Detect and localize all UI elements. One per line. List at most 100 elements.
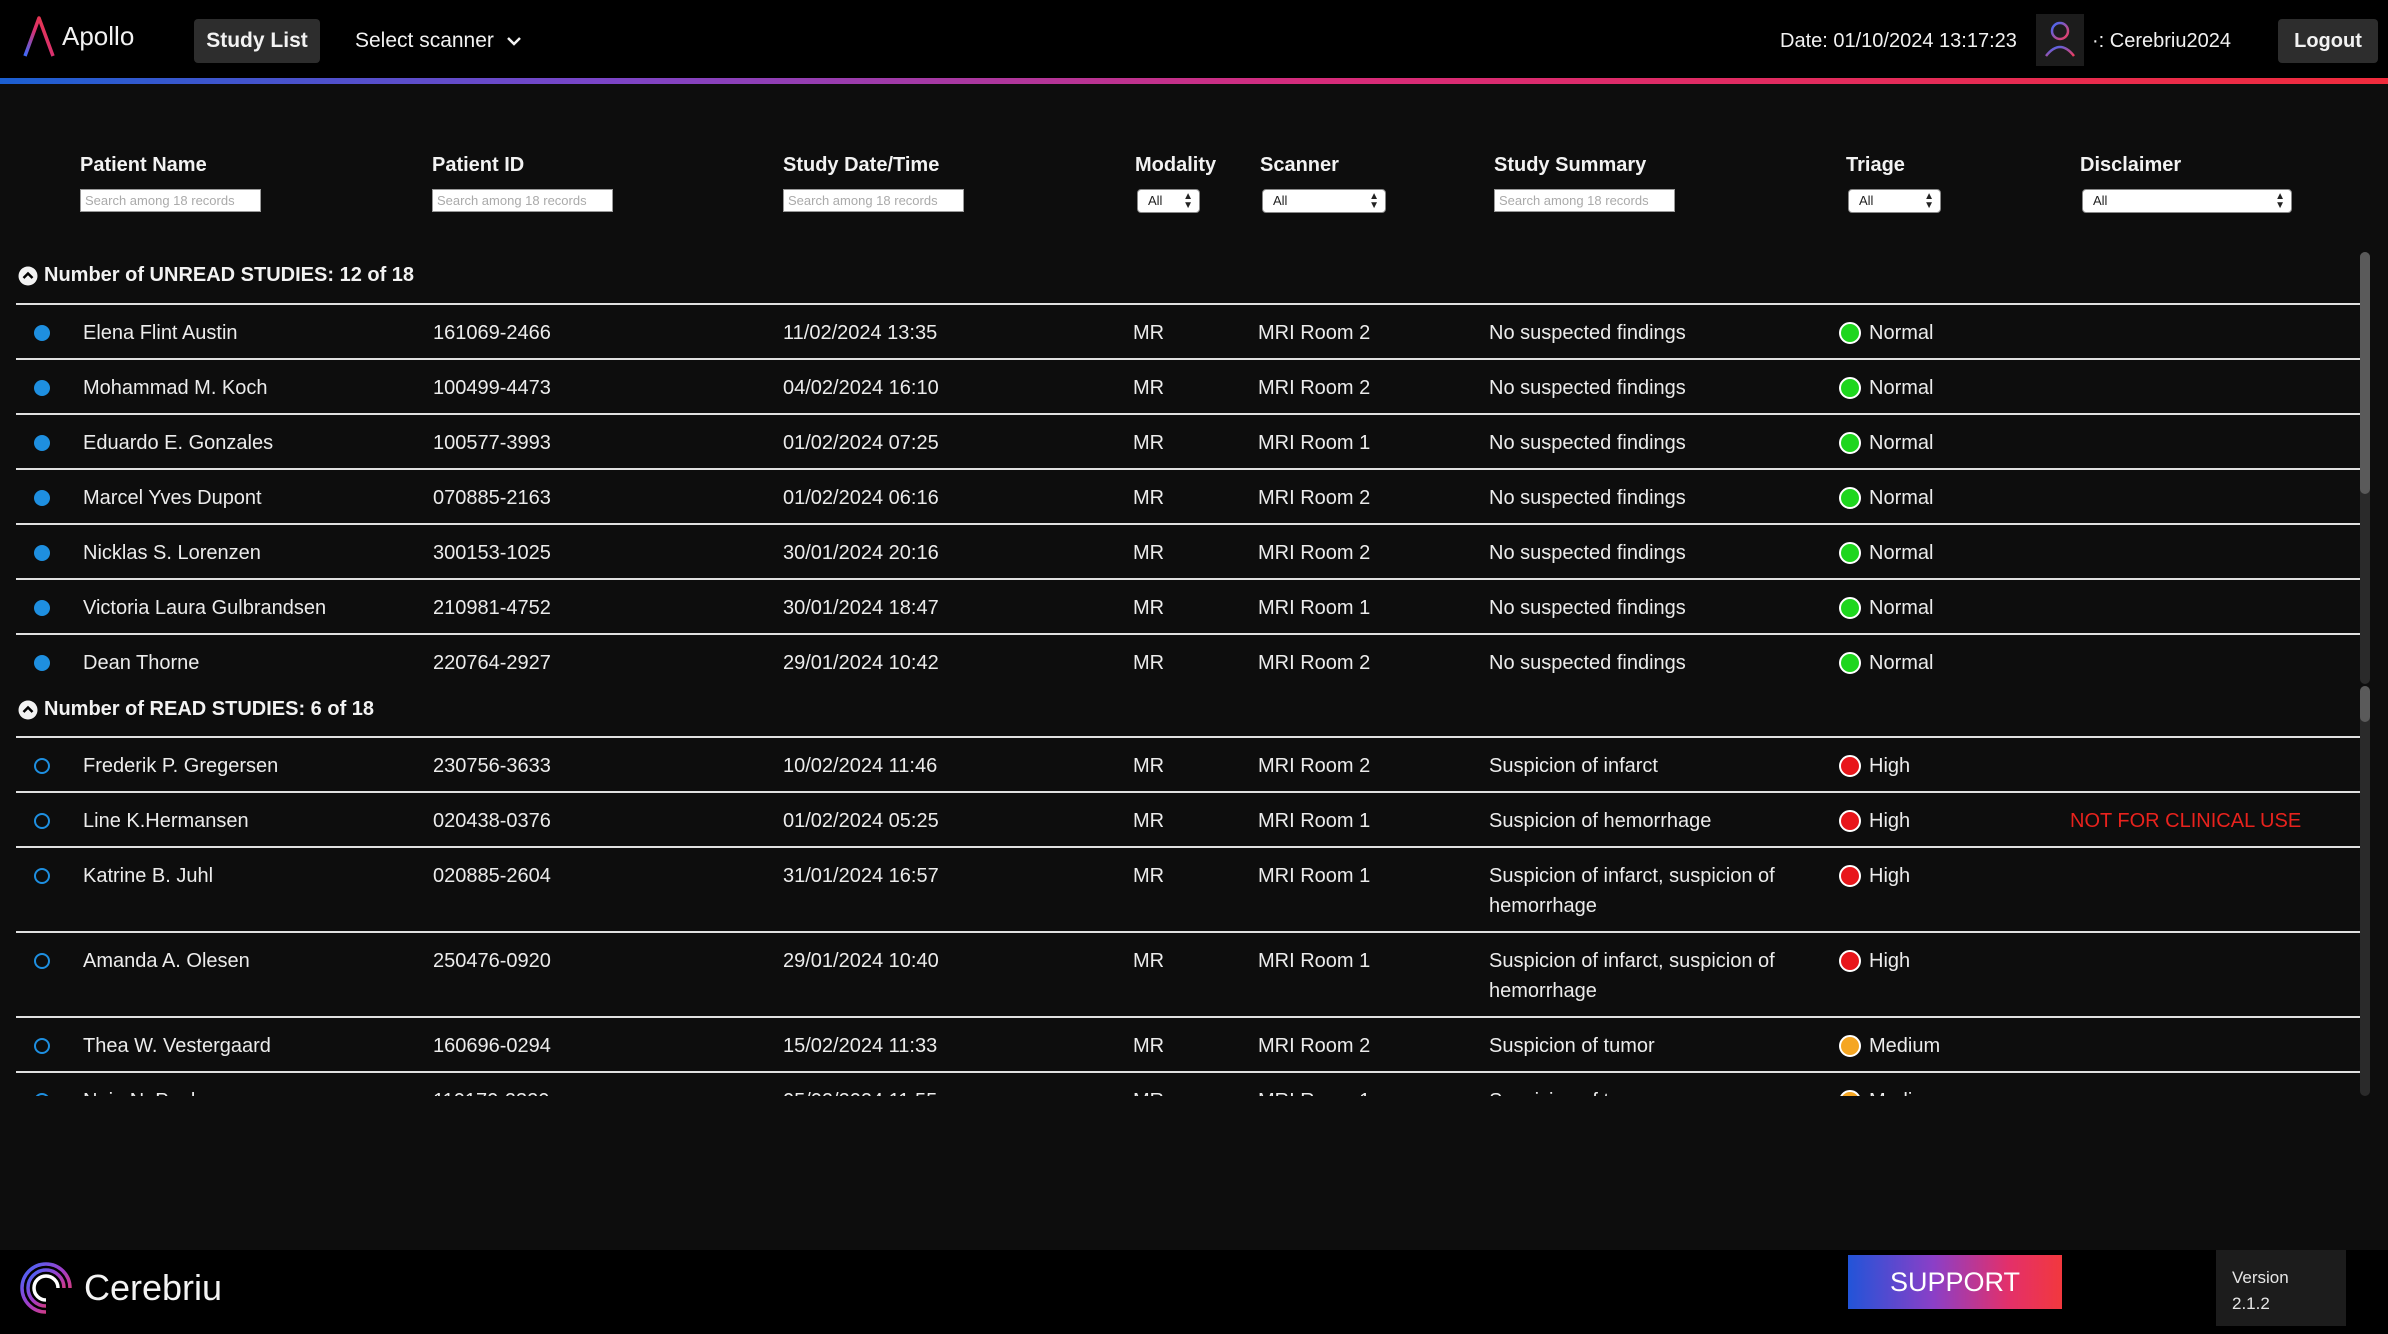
unread-section-header[interactable]: Number of UNREAD STUDIES: 12 of 18 — [18, 264, 414, 287]
cell-summary: Suspicion of tumor — [1489, 1035, 1655, 1057]
cell-name: Eduardo E. Gonzales — [83, 432, 274, 454]
triage-label: High — [1869, 865, 1911, 887]
unread-indicator-icon — [34, 545, 50, 561]
column-header-modality[interactable]: Modality — [1135, 154, 1217, 176]
user-avatar[interactable] — [2036, 14, 2084, 66]
cell-modality: MR — [1133, 432, 1165, 454]
filter-scanner-select[interactable]: All ▲ ▼ — [1262, 189, 1386, 213]
cell-triage: High — [1839, 861, 1910, 891]
current-datetime: Date: 01/10/2024 13:17:23 — [1780, 30, 2017, 52]
cell-date: 29/01/2024 10:40 — [783, 950, 939, 972]
unread-indicator-icon — [34, 490, 50, 506]
study-row[interactable]: Naja N. Paulsen 110170-2320 05/02/2024 11:… — [16, 1071, 2362, 1096]
read-indicator-icon — [34, 868, 50, 884]
triage-status-icon — [1839, 432, 1861, 454]
cell-date: 04/02/2024 16:10 — [783, 377, 939, 399]
triage-status-icon — [1839, 377, 1861, 399]
cell-summary: Suspicion of infarct — [1489, 755, 1658, 777]
study-row[interactable]: Thea W. Vestergaard 160696-0294 15/02/2024… — [16, 1016, 2362, 1071]
filter-study-summary-input[interactable]: Search among 18 records — [1494, 189, 1675, 212]
cell-triage: High — [1839, 751, 1910, 781]
cell-id: 100577-3993 — [433, 432, 551, 454]
scanner-select-label: Select scanner — [355, 29, 494, 52]
cell-modality: MR — [1133, 755, 1165, 777]
study-row[interactable]: Victoria Laura Gulbrandsen 210981-4752 30/… — [16, 578, 2362, 633]
study-row[interactable]: Nicklas S. Lorenzen 300153-1025 30/01/2024… — [16, 523, 2362, 578]
cell-id: 250476-0920 — [433, 950, 551, 972]
cell-name: Marcel Yves Dupont — [83, 487, 262, 509]
scanner-select[interactable]: Select scanner — [355, 19, 522, 63]
cell-summary: Suspicion of infarct, suspicion of hemor… — [1489, 865, 1775, 917]
read-indicator-icon — [34, 813, 50, 829]
chevron-down-icon — [507, 37, 521, 46]
cell-triage: Medium — [1839, 1031, 1940, 1061]
column-header-study-summary[interactable]: Study Summary — [1494, 154, 1647, 176]
column-header-study-datetime[interactable]: Study Date/Time — [783, 154, 940, 176]
cell-summary: No suspected findings — [1489, 322, 1686, 344]
cell-scanner: MRI Room 2 — [1258, 377, 1371, 399]
cell-date: 01/02/2024 06:16 — [783, 487, 939, 509]
unread-scrollbar-thumb[interactable] — [2360, 252, 2370, 494]
study-row[interactable]: Katrine B. Juhl 020885-2604 31/01/2024 16:… — [16, 846, 2362, 931]
column-header-patient-name[interactable]: Patient Name — [80, 154, 207, 176]
cell-name: Elena Flint Austin — [83, 322, 238, 344]
cell-id: 160696-0294 — [433, 1035, 551, 1057]
cell-scanner: MRI Room 1 — [1258, 865, 1371, 887]
cell-summary: Suspicion of tumor — [1489, 1086, 1819, 1096]
column-header-scanner[interactable]: Scanner — [1260, 154, 1339, 176]
column-header-patient-id[interactable]: Patient ID — [432, 154, 525, 176]
filter-study-datetime-input[interactable]: Search among 18 records — [783, 189, 964, 212]
study-row[interactable]: Marcel Yves Dupont 070885-2163 01/02/2024 … — [16, 468, 2362, 523]
triage-label: Medium — [1869, 1035, 1941, 1057]
cell-triage: Normal — [1839, 648, 1933, 678]
cerebriu-logo-icon — [20, 1262, 72, 1314]
support-button[interactable]: SUPPORT — [1848, 1255, 2062, 1309]
nav-study-list[interactable]: Study List — [194, 19, 320, 63]
read-scrollbar-track[interactable] — [2360, 686, 2370, 1096]
filter-disclaimer-select[interactable]: All ▲ ▼ — [2082, 189, 2292, 213]
triage-status-icon — [1839, 1090, 1861, 1096]
study-row[interactable]: Frederik P. Gregersen 230756-3633 10/02/20… — [16, 736, 2362, 791]
study-row[interactable]: Dean Thorne 220764-2927 29/01/2024 10:42 MR… — [16, 633, 2362, 688]
cell-summary: Suspicion of infarct, suspicion of hemor… — [1489, 950, 1775, 1002]
cell-id: 020885-2604 — [433, 865, 551, 887]
filter-patient-id-input[interactable]: Search among 18 records — [432, 189, 613, 212]
filter-scanner-value: All — [1273, 193, 1288, 208]
triage-label: Normal — [1869, 322, 1934, 344]
brand-name: Cerebriu — [84, 1267, 223, 1308]
read-section-header[interactable]: Number of READ STUDIES: 6 of 18 — [18, 698, 374, 721]
filter-modality-select[interactable]: All ▲ ▼ — [1137, 189, 1200, 213]
cell-id: 300153-1025 — [433, 542, 551, 564]
apollo-logo[interactable]: Apollo — [22, 14, 134, 58]
cell-scanner: MRI Room 2 — [1258, 487, 1371, 509]
study-row[interactable]: Eduardo E. Gonzales 100577-3993 01/02/2024… — [16, 413, 2362, 468]
study-row[interactable]: Elena Flint Austin 161069-2466 11/02/2024 … — [16, 303, 2362, 358]
study-row[interactable]: Line K.Hermansen 020438-0376 01/02/2024 05… — [16, 791, 2362, 846]
column-header-disclaimer[interactable]: Disclaimer — [2080, 154, 2182, 176]
cell-scanner: MRI Room 1 — [1258, 1086, 1370, 1096]
filter-triage-select[interactable]: All ▲ ▼ — [1848, 189, 1941, 213]
cell-id: 161069-2466 — [433, 322, 551, 344]
filter-patient-name-input[interactable]: Search among 18 records — [80, 189, 261, 212]
unread-indicator-icon — [34, 380, 50, 396]
logout-button[interactable]: Logout — [2278, 19, 2378, 63]
select-arrows-icon: ▲ ▼ — [1924, 191, 1934, 211]
cell-name: Mohammad M. Koch — [83, 377, 268, 399]
study-row[interactable]: Mohammad M. Koch 100499-4473 04/02/2024 16… — [16, 358, 2362, 413]
study-row[interactable]: Amanda A. Olesen 250476-0920 29/01/2024 10… — [16, 931, 2362, 1016]
cell-modality: MR — [1133, 487, 1165, 509]
user-icon — [2045, 21, 2075, 57]
triage-status-icon — [1839, 810, 1861, 832]
cell-triage: Normal — [1839, 483, 1933, 513]
cell-summary: No suspected findings — [1489, 377, 1686, 399]
cell-modality: MR — [1133, 377, 1165, 399]
read-indicator-icon — [34, 1093, 50, 1096]
cell-id: 110170-2320 — [433, 1086, 549, 1096]
cell-triage: Normal — [1839, 373, 1933, 403]
triage-label: High — [1869, 950, 1911, 972]
cell-date: 01/02/2024 07:25 — [783, 432, 939, 454]
read-scrollbar-thumb[interactable] — [2360, 686, 2370, 722]
read-section-title: Number of READ STUDIES: 6 of 18 — [44, 698, 375, 720]
column-header-triage[interactable]: Triage — [1846, 154, 1905, 176]
triage-status-icon — [1839, 950, 1861, 972]
